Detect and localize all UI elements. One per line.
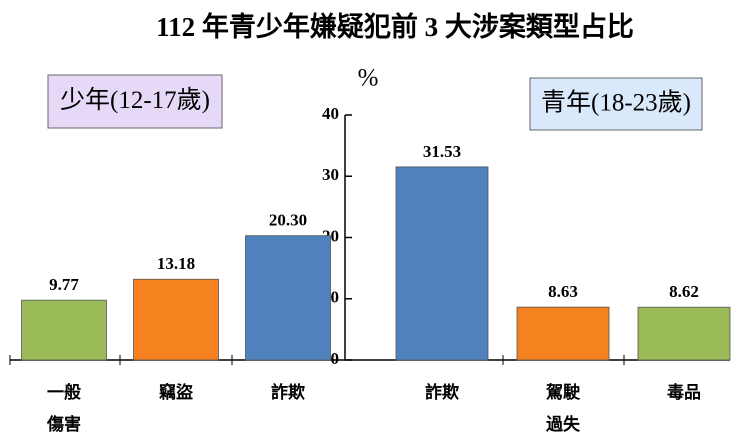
chart-title: 112 年青少年嫌疑犯前 3 大涉案類型占比 [156,11,634,42]
x-tick-label: 詐欺 [425,382,459,403]
bar [517,307,609,360]
value-label: 20.30 [269,211,307,230]
x-tick-label: 竊盜 [159,382,194,403]
group-label: 少年(12-17歲) [60,86,210,114]
x-tick-label: 一般傷害 [46,382,81,435]
y-tick-label: 40 [322,104,339,123]
bar [134,279,219,360]
value-label: 8.63 [548,282,578,301]
x-tick-label: 駕駛過失 [545,382,581,435]
x-tick-label-line: 傷害 [46,414,81,435]
x-tick-label: 詐欺 [271,382,305,403]
value-label: 9.77 [49,275,79,294]
y-axis-unit: % [358,65,379,92]
x-tick-label-line: 駕駛 [545,382,581,403]
value-label: 8.62 [669,282,699,301]
bar [246,236,331,360]
x-tick-label-line: 竊盜 [159,382,194,403]
y-tick-label: 0 [331,349,340,368]
value-label: 13.18 [157,254,195,273]
x-tick-label-line: 詐欺 [271,382,305,403]
chart: 112 年青少年嫌疑犯前 3 大涉案類型占比 % 010203040少年(12-… [0,0,736,440]
x-tick-label-line: 過失 [546,414,581,435]
x-tick-label-line: 一般 [47,382,81,403]
bar [396,167,488,360]
bar [22,300,107,360]
x-tick-label-line: 詐欺 [425,382,459,403]
y-tick-label: 30 [322,165,339,184]
x-tick-label-line: 毒品 [667,383,701,403]
value-label: 31.53 [423,142,461,161]
x-tick-label: 毒品 [667,383,701,403]
bar [638,307,730,360]
group-label: 青年(18-23歲) [541,89,691,117]
